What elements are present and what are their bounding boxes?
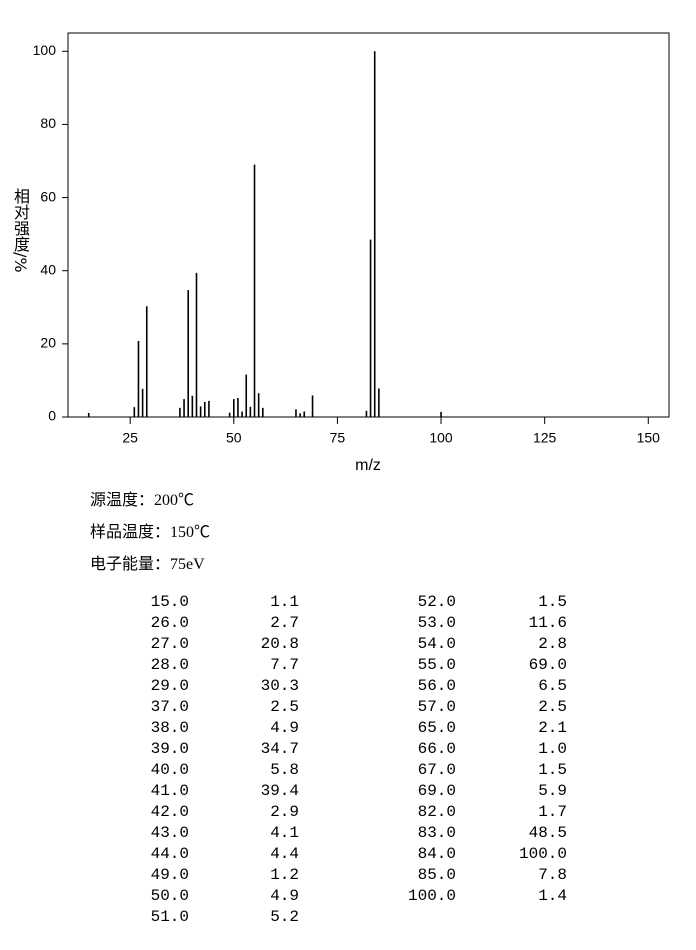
mz-cell: 26.0 [150,614,189,632]
mz-cell: 27.0 [150,635,189,653]
mz-cell: 39.0 [150,740,189,758]
y-tick-label: 60 [40,188,56,204]
y-tick-label: 0 [48,408,56,424]
condition: 源温度：200℃ [90,492,195,509]
intensity-cell: 34.7 [260,740,299,758]
intensity-cell: 2.5 [538,698,567,716]
mz-cell: 66.0 [417,740,456,758]
chart: m/z 0 20 40 60 80 100 25 50 75 100 125 150 [33,32,670,474]
intensity-cell: 2.5 [270,698,299,716]
intensity-cell: 100.0 [518,845,567,863]
intensity-cell: 4.9 [270,887,299,905]
x-tick-label: 100 [429,430,453,446]
intensity-cell: 1.5 [538,761,567,779]
y-tick-label: 40 [40,261,56,277]
intensity-cell: 20.8 [260,635,299,653]
mz-cell: 82.0 [417,803,456,821]
mz-cell: 56.0 [417,677,456,695]
intensity-cell: 30.3 [260,677,299,695]
x-tick-label: 150 [637,430,661,446]
mz-cell: 43.0 [150,824,189,842]
mz-cell: 28.0 [150,656,189,674]
y-tick-label: 20 [40,335,56,351]
mz-cell: 84.0 [417,845,456,863]
intensity-cell: 6.5 [538,677,567,695]
mz-cell: 85.0 [417,866,456,884]
intensity-cell: 39.4 [260,782,299,800]
intensity-cell: 7.8 [538,866,567,884]
intensity-cell: 48.5 [528,824,567,842]
plot-frame [67,32,670,418]
intensity-cell: 2.9 [270,803,299,821]
mz-cell: 65.0 [417,719,456,737]
x-axis-label: m/z [355,457,381,474]
intensity-cell: 5.2 [270,908,299,926]
mz-cell: 51.0 [150,908,189,926]
condition: 样品温度：150℃ [90,524,211,541]
intensity-cell: 2.1 [538,719,567,737]
intensity-cell: 1.0 [538,740,567,758]
intensity-cell: 5.9 [538,782,567,800]
condition: 电子能量：75eV [90,556,205,573]
y-tick-label: 80 [40,115,56,131]
mz-cell: 49.0 [150,866,189,884]
mz-cell: 38.0 [150,719,189,737]
mz-cell: 41.0 [150,782,189,800]
y-axis-label: 相对强度/% [11,188,30,273]
intensity-cell: 1.7 [538,803,567,821]
mz-cell: 53.0 [417,614,456,632]
mz-cell: 69.0 [417,782,456,800]
x-tick-label: 125 [533,430,557,446]
mz-cell: 15.0 [150,593,189,611]
mz-cell: 37.0 [150,698,189,716]
intensity-cell: 4.9 [270,719,299,737]
mz-cell: 44.0 [150,845,189,863]
intensity-cell: 7.7 [270,656,299,674]
mz-cell: 29.0 [150,677,189,695]
intensity-cell: 11.6 [528,614,567,632]
intensity-cell: 5.8 [270,761,299,779]
mz-cell: 57.0 [417,698,456,716]
intensity-cell: 1.5 [538,593,567,611]
mz-cell: 40.0 [150,761,189,779]
intensity-cell: 1.1 [270,593,299,611]
mz-cell: 54.0 [417,635,456,653]
mz-cell: 100.0 [407,887,456,905]
mz-cell: 42.0 [150,803,189,821]
x-tick-label: 25 [122,430,138,446]
intensity-cell: 4.1 [270,824,299,842]
x-tick-label: 50 [226,430,242,446]
mz-cell: 55.0 [417,656,456,674]
x-tick-label: 75 [330,430,346,446]
intensity-cell: 1.2 [270,866,299,884]
intensity-cell: 2.7 [270,614,299,632]
mz-cell: 52.0 [417,593,456,611]
mz-cell: 50.0 [150,887,189,905]
y-tick-label: 100 [33,42,57,58]
intensity-cell: 4.4 [270,845,299,863]
intensity-cell: 69.0 [528,656,567,674]
intensity-cell: 1.4 [538,887,567,905]
intensity-cell: 2.8 [538,635,567,653]
mz-cell: 83.0 [417,824,456,842]
mz-cell: 67.0 [417,761,456,779]
